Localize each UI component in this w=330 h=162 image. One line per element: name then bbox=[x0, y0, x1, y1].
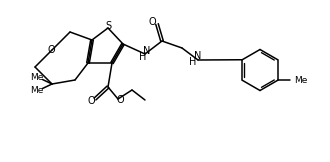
Text: H: H bbox=[189, 57, 196, 66]
Text: O: O bbox=[88, 97, 95, 106]
Text: O: O bbox=[117, 95, 124, 105]
Text: N: N bbox=[143, 46, 150, 56]
Text: Me: Me bbox=[30, 73, 44, 82]
Text: O: O bbox=[149, 17, 156, 27]
Text: N: N bbox=[194, 51, 201, 61]
Text: H: H bbox=[139, 52, 146, 62]
Text: O: O bbox=[47, 45, 55, 55]
Text: Me: Me bbox=[294, 76, 308, 85]
Text: S: S bbox=[106, 21, 112, 31]
Text: Me: Me bbox=[30, 86, 44, 95]
